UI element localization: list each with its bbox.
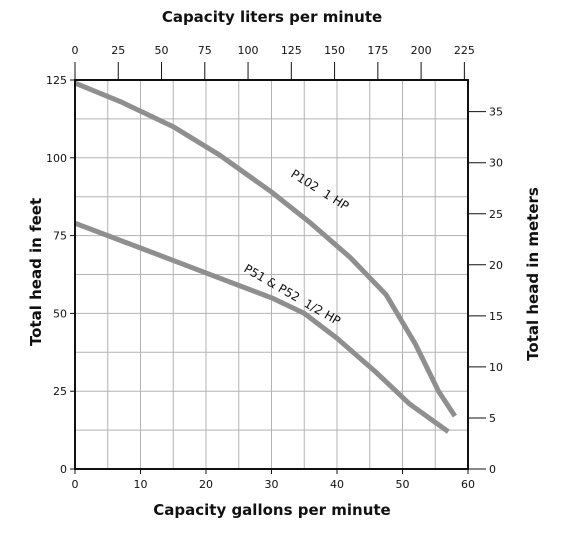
tick-labels: 0 10 20 30 40 50 600 25 50 75 100 125 150 175 200 22502…	[46, 44, 503, 491]
x-top-tick-label: 200	[411, 44, 432, 57]
top-axis-title: Capacity liters per minute	[162, 8, 382, 26]
curves	[74, 80, 457, 434]
series-label-p102: P102 1 HP	[288, 167, 351, 214]
x-bottom-tick-label: 0	[72, 478, 79, 491]
right-axis-title: Total head in meters	[524, 187, 542, 361]
y-left-tick-label: 25	[53, 385, 67, 398]
x-top-tick-label: 125	[281, 44, 302, 57]
y-left-tick-label: 125	[46, 74, 67, 87]
series-line-2	[74, 220, 450, 434]
x-top-tick-label: 25	[111, 44, 125, 57]
y-left-tick-label: 50	[53, 307, 67, 320]
y-right-tick-label: 20	[489, 259, 503, 272]
x-top-tick-label: 0	[72, 44, 79, 57]
bottom-axis-title: Capacity gallons per minute	[153, 501, 390, 519]
y-right-tick-label: 30	[489, 157, 503, 170]
y-right-tick-label: 10	[489, 361, 503, 374]
y-right-tick-label: 5	[489, 412, 496, 425]
x-top-tick-label: 50	[155, 44, 169, 57]
x-bottom-tick-label: 40	[330, 478, 344, 491]
x-bottom-tick-label: 60	[461, 478, 475, 491]
x-top-tick-label: 225	[454, 44, 475, 57]
x-top-tick-label: 100	[238, 44, 259, 57]
y-left-tick-label: 100	[46, 152, 67, 165]
x-top-tick-label: 150	[324, 44, 345, 57]
x-top-tick-label: 75	[198, 44, 212, 57]
x-bottom-tick-label: 10	[134, 478, 148, 491]
y-right-tick-label: 25	[489, 208, 503, 221]
series-line-1	[74, 80, 457, 418]
y-right-tick-label: 0	[489, 463, 496, 476]
left-axis-title: Total head in feet	[27, 198, 45, 346]
y-left-tick-label: 0	[60, 463, 67, 476]
y-right-tick-label: 15	[489, 310, 503, 323]
ticks	[70, 62, 486, 474]
x-top-tick-label: 175	[367, 44, 388, 57]
x-bottom-tick-label: 30	[265, 478, 279, 491]
x-bottom-tick-label: 50	[396, 478, 410, 491]
y-left-tick-label: 75	[53, 230, 67, 243]
y-right-tick-label: 35	[489, 106, 503, 119]
grid	[75, 80, 468, 469]
x-bottom-tick-label: 20	[199, 478, 213, 491]
